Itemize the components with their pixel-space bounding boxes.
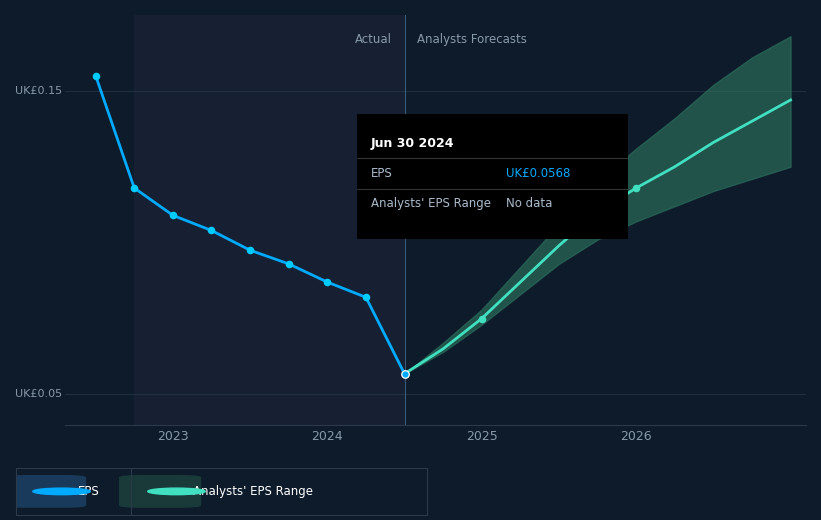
Point bbox=[128, 184, 141, 192]
Point bbox=[244, 246, 257, 254]
Text: Jun 30 2024: Jun 30 2024 bbox=[371, 137, 454, 150]
Text: Analysts' EPS Range: Analysts' EPS Range bbox=[371, 197, 491, 210]
FancyBboxPatch shape bbox=[4, 475, 86, 508]
Bar bbox=[135, 15, 405, 425]
Text: UK£0.15: UK£0.15 bbox=[15, 86, 62, 96]
Point bbox=[282, 259, 296, 268]
Text: UK£0.0568: UK£0.0568 bbox=[506, 167, 571, 180]
Point bbox=[360, 293, 373, 302]
Circle shape bbox=[33, 488, 90, 495]
Point bbox=[398, 370, 411, 378]
Point bbox=[89, 72, 103, 80]
Text: No data: No data bbox=[506, 197, 553, 210]
Circle shape bbox=[148, 488, 205, 495]
Text: UK£0.05: UK£0.05 bbox=[15, 389, 62, 399]
Point bbox=[167, 211, 180, 219]
Text: EPS: EPS bbox=[78, 485, 99, 498]
Text: Analysts' EPS Range: Analysts' EPS Range bbox=[193, 485, 313, 498]
Point bbox=[205, 226, 218, 235]
Text: Actual: Actual bbox=[355, 33, 392, 46]
Text: Analysts Forecasts: Analysts Forecasts bbox=[417, 33, 527, 46]
Point bbox=[398, 370, 411, 378]
FancyBboxPatch shape bbox=[119, 475, 201, 508]
Text: EPS: EPS bbox=[371, 167, 392, 180]
Point bbox=[321, 278, 334, 286]
Point bbox=[475, 315, 488, 323]
Point bbox=[630, 184, 643, 192]
Point bbox=[398, 370, 411, 378]
